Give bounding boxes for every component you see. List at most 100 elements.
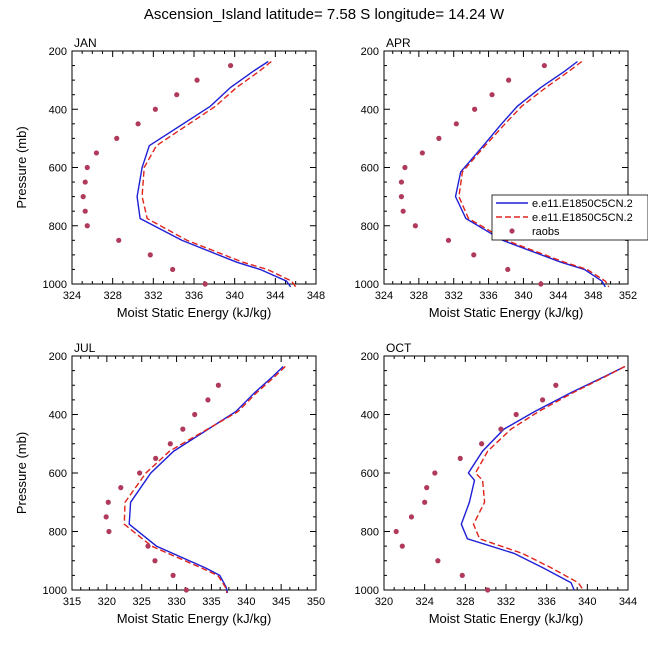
x-tick-label: 324 <box>415 596 433 608</box>
plot-frame <box>383 50 629 285</box>
raobs-point <box>553 382 559 388</box>
panel-oct: OCT 320 324 328 332 336 340 344 200 400 600 800 1000… <box>355 341 638 626</box>
series-line-solid <box>460 365 626 591</box>
raobs-point <box>135 121 141 127</box>
y-tick-label: 1000 <box>355 279 379 291</box>
panel-jan: JAN 324 328 332 336 340 344 348 200 400 600 800 1000… <box>14 36 325 320</box>
raobs-point <box>422 499 428 505</box>
raobs-point <box>540 397 546 403</box>
y-tick-label: 1000 <box>43 585 67 597</box>
raobs-point <box>152 558 158 564</box>
y-tick-label: 1000 <box>355 585 379 597</box>
raobs-point <box>93 150 99 156</box>
y-axis-label: Pressure (mb) <box>14 432 29 514</box>
x-tick-label: 340 <box>578 596 596 608</box>
series-line-solid <box>136 60 292 288</box>
raobs-point <box>192 411 198 418</box>
series-line-dashed <box>141 60 297 288</box>
y-tick-label: 600 <box>49 468 67 480</box>
x-tick-label: 315 <box>63 596 81 608</box>
raobs-point <box>538 281 544 287</box>
raobs-point <box>153 455 159 461</box>
x-tick-label: 350 <box>307 596 325 608</box>
raobs-point <box>147 252 153 258</box>
raobs-point <box>400 208 406 214</box>
raobs-point <box>170 266 176 273</box>
x-tick-label: 352 <box>619 290 637 302</box>
x-tick-label: 325 <box>133 596 151 608</box>
x-axis-label: Moist Static Energy (kJ/kg) <box>117 611 272 626</box>
y-tick-label: 400 <box>49 104 67 116</box>
raobs-point <box>506 77 512 83</box>
x-tick-label: 344 <box>549 290 567 302</box>
series-line-dashed <box>458 60 610 288</box>
raobs-point <box>137 470 143 476</box>
raobs-point <box>471 252 477 258</box>
raobs-point <box>435 558 441 564</box>
raobs-point <box>202 281 208 287</box>
raobs-point <box>80 194 86 200</box>
raobs-point <box>167 441 173 447</box>
x-tick-label: 332 <box>445 290 463 302</box>
raobs-point <box>505 266 511 273</box>
x-tick-label: 330 <box>167 596 185 608</box>
raobs-point <box>472 106 478 112</box>
y-tick-label: 800 <box>361 527 379 539</box>
panel-label: JAN <box>74 36 97 50</box>
raobs-point <box>116 237 122 243</box>
x-tick-label: 335 <box>202 596 220 608</box>
x-tick-label: 344 <box>619 596 637 608</box>
x-tick-label: 340 <box>225 290 243 302</box>
raobs-point <box>82 179 88 185</box>
series-line-solid <box>454 60 606 288</box>
y-tick-label: 800 <box>49 221 67 233</box>
raobs-point <box>408 514 415 520</box>
raobs-point <box>152 106 158 112</box>
plot-frame <box>383 355 629 591</box>
raobs-point <box>513 411 519 418</box>
x-tick-label: 332 <box>497 596 515 608</box>
y-tick-label: 600 <box>361 163 379 175</box>
y-tick-label: 200 <box>361 46 379 58</box>
y-tick-label: 800 <box>361 221 379 233</box>
x-tick-label: 336 <box>537 596 555 608</box>
plot-frame <box>71 355 317 591</box>
x-tick-label: 328 <box>410 290 428 302</box>
y-tick-label: 600 <box>49 163 67 175</box>
x-tick-label: 336 <box>479 290 497 302</box>
raobs-point <box>145 543 151 549</box>
raobs-point <box>412 223 418 229</box>
raobs-point <box>445 237 452 243</box>
raobs-point <box>419 150 425 156</box>
raobs-point <box>459 572 465 578</box>
x-tick-label: 348 <box>584 290 602 302</box>
series-line-solid <box>128 365 284 594</box>
legend-marker-raobs <box>509 228 515 234</box>
y-tick-label: 200 <box>49 46 67 58</box>
x-axis-label: Moist Static Energy (kJ/kg) <box>429 305 584 320</box>
raobs-point <box>228 62 234 69</box>
raobs-point <box>82 208 88 214</box>
raobs-point <box>105 499 111 505</box>
y-tick-label: 600 <box>361 468 379 480</box>
series-line-dashed <box>123 365 286 594</box>
x-tick-label: 336 <box>185 290 203 302</box>
raobs-point <box>398 179 405 185</box>
raobs-point <box>489 92 495 98</box>
raobs-point <box>453 121 459 127</box>
raobs-point <box>479 441 485 447</box>
x-tick-label: 324 <box>375 290 393 302</box>
x-tick-label: 340 <box>237 596 255 608</box>
x-axis-label: Moist Static Energy (kJ/kg) <box>429 611 584 626</box>
x-tick-label: 332 <box>144 290 162 302</box>
raobs-point <box>424 485 430 491</box>
panel-jul: JUL 315 320 325 330 335 340 345 350 200 400 600 800 1… <box>14 341 325 626</box>
raobs-point <box>118 485 124 491</box>
raobs-point <box>84 223 90 229</box>
y-axis-label: Pressure (mb) <box>14 126 29 208</box>
raobs-point <box>183 587 189 593</box>
x-tick-label: 320 <box>375 596 393 608</box>
legend-label: e.e11.E1850C5CN.2 <box>532 212 633 224</box>
raobs-point <box>103 514 109 520</box>
